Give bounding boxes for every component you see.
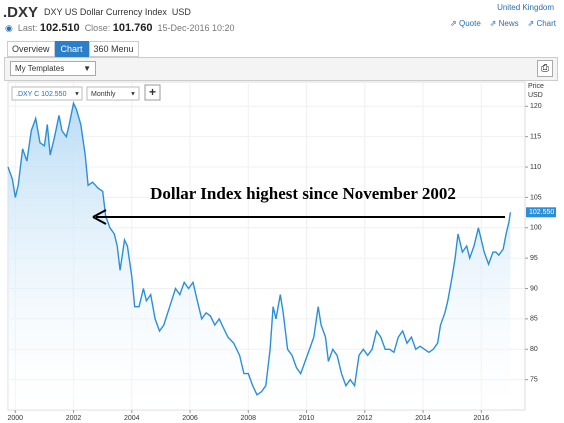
current-value-box xyxy=(526,207,556,218)
arrow-head xyxy=(92,209,107,225)
tabs: Overview Chart 360 Menu xyxy=(7,41,139,57)
caret: ▼ xyxy=(83,64,91,73)
templates-dropdown[interactable]: My Templates ▼ xyxy=(10,61,96,76)
tab-active[interactable]: Chart xyxy=(54,41,89,57)
y-tick-label: 115 xyxy=(530,134,541,141)
x-tick-label: 2002 xyxy=(66,415,82,422)
instrument-box[interactable] xyxy=(11,86,83,101)
line xyxy=(7,101,512,396)
close-label: Close: xyxy=(84,23,111,33)
caret: ▼ xyxy=(74,92,80,98)
link-text[interactable]: Quote xyxy=(458,19,481,28)
link[interactable]: ⇗ Quote xyxy=(450,19,481,28)
x-tick-label: 2004 xyxy=(124,415,140,422)
x-tick-label: 2008 xyxy=(241,415,257,422)
y-tick-label: 105 xyxy=(530,194,542,201)
quote-row: ◉ Last: 102.510 Close: 101.760 15-Dec-20… xyxy=(5,22,235,34)
templates[interactable]: My Templates xyxy=(15,64,65,73)
interval-box[interactable] xyxy=(86,86,140,101)
links: ⇗ Quote ⇗ News ⇗ Chart xyxy=(450,19,556,28)
close: 101.760 xyxy=(112,22,153,34)
current-value-label: 102.550 xyxy=(529,209,554,216)
y-tick-label: 120 xyxy=(530,103,542,110)
series xyxy=(7,101,512,411)
name: DXY US Dollar Currency Index xyxy=(44,7,167,17)
add-button[interactable] xyxy=(144,84,161,101)
caret: ▼ xyxy=(130,92,136,98)
x-tick-label: 2006 xyxy=(182,415,198,422)
toolbar: My Templates ▼ ⎙ xyxy=(4,57,558,81)
symbol: .DXY xyxy=(3,4,39,21)
print-button[interactable]: ⎙ xyxy=(537,60,553,77)
chart: 75 80 85 90 95 100 105 110 115 120 2000 2002 2004 200… xyxy=(7,81,556,422)
timestamp: 15-Dec-2016 10:20 xyxy=(157,23,235,33)
icon: ◉ xyxy=(5,23,13,33)
area xyxy=(8,103,511,411)
tab[interactable]: Overview xyxy=(7,41,55,57)
x-tick-label: 2014 xyxy=(415,415,431,422)
y-tick-label: 110 xyxy=(530,164,541,171)
x-tick-label: 2016 xyxy=(474,415,490,422)
currency: USD xyxy=(171,7,191,17)
y-tick-label: 100 xyxy=(530,225,542,232)
instrument-name: DXY US Dollar Currency Index USD xyxy=(44,7,191,17)
y-tick-label: 95 xyxy=(530,255,538,262)
x-tick-label: 2010 xyxy=(299,415,315,422)
link-text[interactable]: News xyxy=(498,19,519,28)
axes: 75 80 85 90 95 100 105 110 115 120 2000 2002 2004 200… xyxy=(7,103,556,422)
tab[interactable]: 360 Menu xyxy=(88,41,139,57)
interval[interactable]: Monthly xyxy=(91,91,116,98)
plus: + xyxy=(149,85,156,99)
axis-label: Price xyxy=(528,83,544,90)
annotation: Dollar Index highest since November 2002 xyxy=(150,184,456,203)
last-label: Last: xyxy=(17,23,38,33)
y-tick-label: 90 xyxy=(530,285,538,292)
link-text[interactable]: Chart xyxy=(536,19,556,28)
y-tick-label: 75 xyxy=(530,376,538,383)
link[interactable]: ⇗ Chart xyxy=(527,19,557,28)
unit: USD xyxy=(528,92,543,99)
x-tick-label: 2000 xyxy=(7,415,23,422)
instrument[interactable]: .DXY C 102.550 xyxy=(16,91,67,98)
region[interactable]: United Kingdom xyxy=(497,3,554,12)
last: 102.510 xyxy=(39,22,80,34)
x-tick-label: 2012 xyxy=(357,415,373,422)
link[interactable]: ⇗ News xyxy=(489,19,519,28)
y-tick-label: 80 xyxy=(530,346,538,353)
y-tick-label: 85 xyxy=(530,316,538,323)
